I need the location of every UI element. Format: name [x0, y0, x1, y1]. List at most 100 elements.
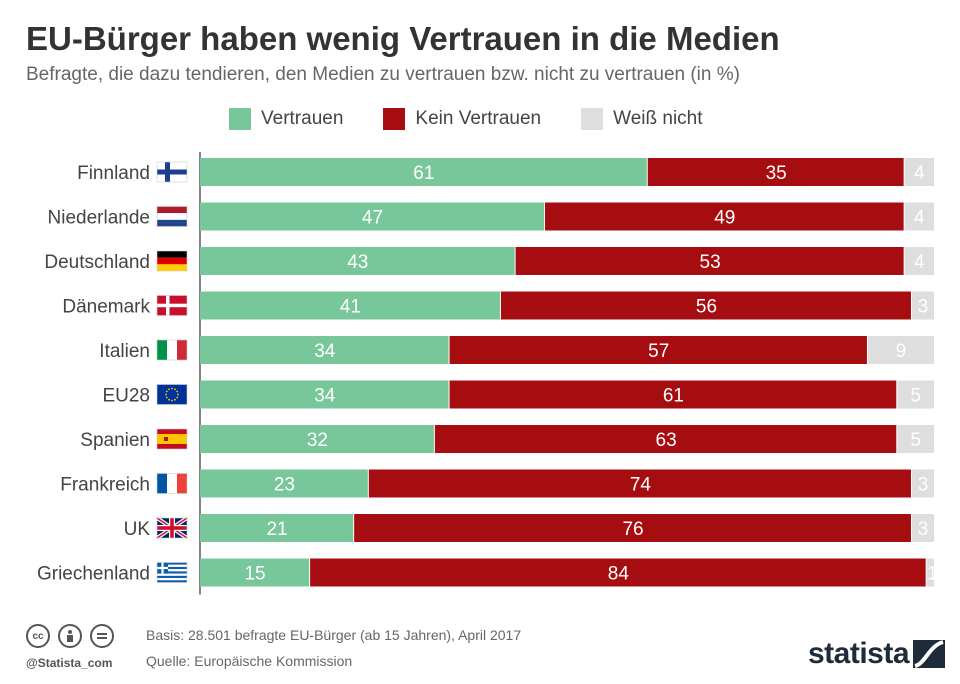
data-label-dänemark-kein-vertrauen: 56: [696, 297, 717, 318]
bar-italien-wei-nicht: [867, 336, 934, 364]
data-label-griechenland-vertrauen: 15: [244, 564, 265, 585]
data-label-uk-kein-vertrauen: 76: [622, 519, 643, 540]
data-label-dänemark-wei-nicht: 3: [918, 297, 929, 318]
legend-swatch-vertrauen: [229, 108, 251, 130]
data-label-deutschland-kein-vertrauen: 53: [700, 252, 721, 273]
bar-finnland-kein-vertrauen: [647, 158, 904, 186]
bar-uk-vertrauen: [200, 514, 354, 542]
bar-niederlande-kein-vertrauen: [544, 202, 904, 231]
chart-title: EU-Bürger haben wenig Vertrauen in die M…: [26, 20, 780, 57]
legend-label-vertrauen: Vertrauen: [261, 108, 344, 129]
bar-uk-wei-nicht: [911, 514, 934, 542]
data-label-niederlande-kein-vertrauen: 49: [714, 208, 735, 229]
spain-flag-icon: [156, 428, 188, 450]
bar-dänemark-kein-vertrauen: [500, 291, 911, 320]
data-label-spanien-wei-nicht: 5: [910, 430, 921, 451]
denmark-flag-icon: [156, 295, 188, 316]
data-label-finnland-vertrauen: 61: [413, 163, 434, 184]
category-label-frankreich: Frankreich: [60, 475, 150, 496]
data-label-eu28-vertrauen: 34: [314, 386, 336, 407]
bar-frankreich-vertrauen: [200, 469, 368, 498]
finland-flag-icon: [156, 161, 188, 183]
data-label-italien-vertrauen: 34: [314, 341, 336, 362]
data-label-eu28-kein-vertrauen: 61: [663, 386, 684, 407]
bar-niederlande-wei-nicht: [904, 202, 934, 231]
data-label-italien-kein-vertrauen: 57: [648, 341, 669, 362]
statista-logo-icon: [913, 640, 946, 668]
data-label-italien-wei-nicht: 9: [896, 341, 907, 362]
legend-swatch-weiss-nicht: [581, 108, 604, 130]
cc-icon: cc: [26, 624, 50, 648]
bar-finnland-vertrauen: [200, 158, 647, 186]
greece-flag-icon: [156, 562, 188, 583]
category-label-italien: Italien: [99, 341, 150, 362]
legend-item-vertrauen: Vertrauen: [229, 108, 343, 130]
data-label-spanien-vertrauen: 32: [307, 430, 328, 451]
italy-flag-icon: [156, 339, 188, 361]
bar-dänemark-wei-nicht: [911, 291, 934, 320]
data-label-eu28-wei-nicht: 5: [910, 386, 921, 407]
bar-eu28-wei-nicht: [897, 380, 934, 409]
bar-spanien-kein-vertrauen: [434, 425, 897, 453]
bar-eu28-vertrauen: [200, 380, 449, 409]
bar-griechenland-kein-vertrauen: [310, 558, 926, 587]
category-label-eu28: EU28: [102, 386, 150, 407]
category-label-dänemark: Dänemark: [62, 297, 150, 318]
bar-griechenland-wei-nicht: [926, 558, 934, 587]
bar-frankreich-wei-nicht: [911, 469, 934, 498]
bar-eu28-kein-vertrauen: [449, 380, 897, 409]
data-label-deutschland-wei-nicht: 4: [914, 252, 925, 273]
legend-item-kein-vertrauen: Kein Vertrauen: [383, 108, 541, 130]
eu-flag-icon: [156, 384, 188, 405]
brand-text: statista: [808, 637, 910, 670]
category-label-griechenland: Griechenland: [37, 564, 150, 585]
bar-deutschland-kein-vertrauen: [515, 247, 904, 275]
basis-note: Basis: 28.501 befragte EU-Bürger (ab 15 …: [146, 627, 522, 643]
category-label-finnland: Finnland: [77, 163, 150, 184]
bar-griechenland-vertrauen: [200, 558, 310, 587]
bar-italien-kein-vertrauen: [449, 336, 867, 364]
statista-logo: statista: [808, 637, 946, 671]
uk-flag-icon: [155, 516, 189, 540]
data-label-finnland-kein-vertrauen: 35: [766, 163, 787, 184]
category-label-deutschland: Deutschland: [44, 252, 150, 273]
source-note: Quelle: Europäische Kommission: [146, 653, 353, 669]
legend-label-kein-vertrauen: Kein Vertrauen: [415, 108, 542, 129]
data-label-dänemark-vertrauen: 41: [340, 297, 361, 318]
bar-finnland-wei-nicht: [904, 158, 934, 186]
data-label-griechenland-wei-nicht: 1: [927, 564, 938, 585]
germany-flag-icon: [156, 250, 188, 272]
legend: Vertrauen Kein Vertrauen Weiß nicht: [229, 108, 743, 130]
data-label-frankreich-wei-nicht: 3: [918, 475, 929, 496]
statista-handle: @Statista_com: [26, 656, 113, 670]
bar-spanien-wei-nicht: [897, 425, 934, 453]
bar-italien-vertrauen: [200, 336, 449, 364]
no-derivatives-icon: [90, 624, 114, 648]
bar-frankreich-kein-vertrauen: [368, 469, 911, 498]
data-label-uk-vertrauen: 21: [266, 519, 287, 540]
legend-label-weiss-nicht: Weiß nicht: [613, 108, 703, 129]
license-icons: cc: [26, 624, 122, 648]
bar-niederlande-vertrauen: [200, 202, 544, 231]
category-label-niederlande: Niederlande: [48, 208, 150, 229]
bar-uk-kein-vertrauen: [354, 514, 911, 542]
bar-dänemark-vertrauen: [200, 291, 500, 320]
netherlands-flag-icon: [156, 206, 188, 227]
data-label-spanien-kein-vertrauen: 63: [656, 430, 677, 451]
chart-subtitle: Befragte, die dazu tendieren, den Medien…: [26, 64, 740, 85]
data-label-frankreich-kein-vertrauen: 74: [630, 475, 652, 496]
france-flag-icon: [156, 473, 188, 494]
bar-deutschland-vertrauen: [200, 247, 515, 275]
category-label-uk: UK: [124, 519, 151, 540]
data-label-niederlande-wei-nicht: 4: [914, 208, 925, 229]
data-label-uk-wei-nicht: 3: [918, 519, 929, 540]
attribution-icon: [58, 624, 82, 648]
data-label-frankreich-vertrauen: 23: [274, 475, 295, 496]
legend-swatch-kein-vertrauen: [383, 108, 406, 130]
bar-spanien-vertrauen: [200, 425, 434, 453]
category-label-spanien: Spanien: [80, 430, 150, 451]
bar-deutschland-wei-nicht: [904, 247, 934, 275]
data-label-finnland-wei-nicht: 4: [914, 163, 925, 184]
data-label-deutschland-vertrauen: 43: [347, 252, 368, 273]
